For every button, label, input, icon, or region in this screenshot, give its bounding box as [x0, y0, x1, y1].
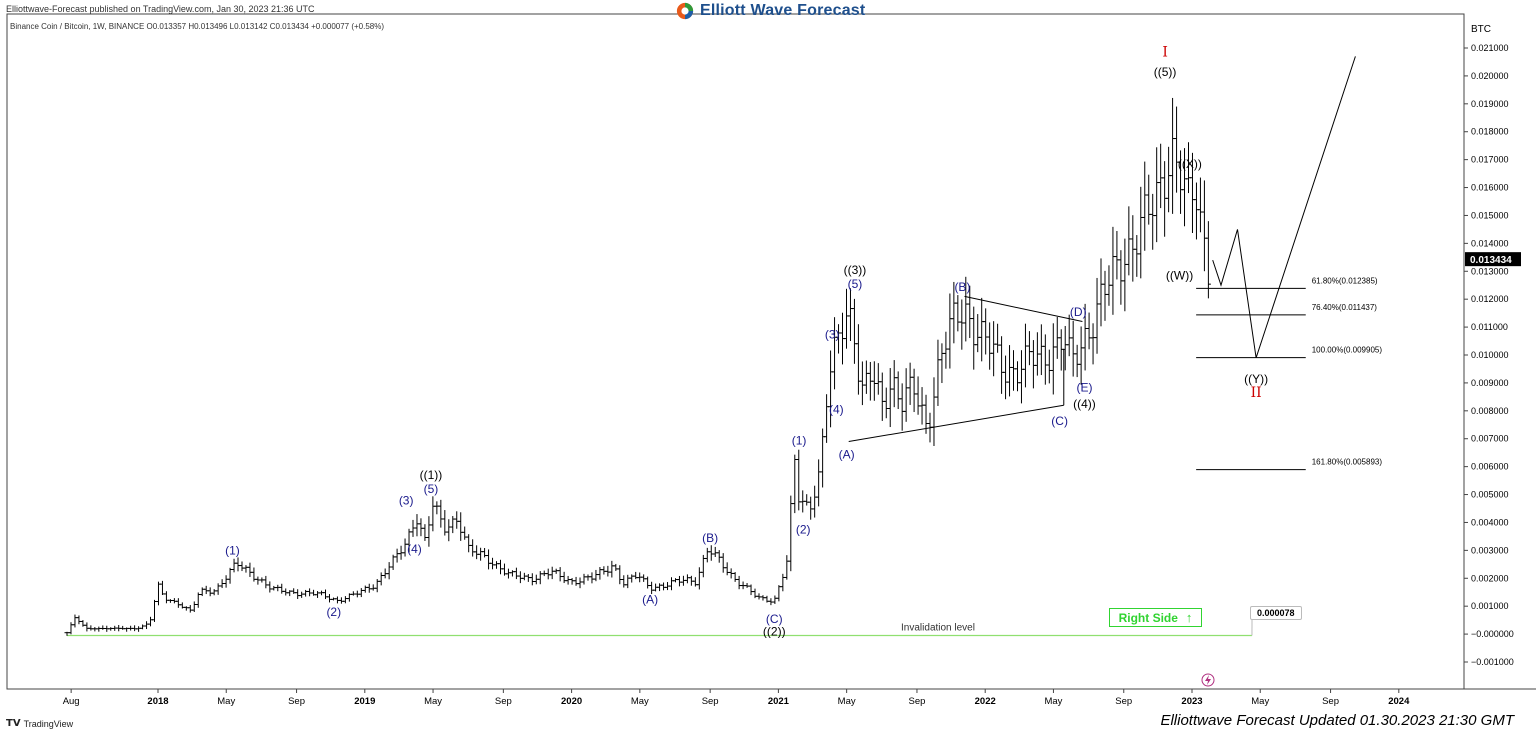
triangle-line — [964, 295, 1083, 322]
brand-name: Elliott Wave Forecast — [700, 2, 866, 19]
last-price-badge — [1465, 252, 1521, 267]
triangle-line — [848, 404, 1064, 443]
wave-label: (A) — [642, 592, 658, 606]
published-info: Elliottwave-Forecast published on Tradin… — [6, 4, 315, 14]
wave-label: (C) — [1051, 414, 1068, 428]
y-tick-label: 0.010000 — [1471, 350, 1509, 360]
wave-label: ((4)) — [1073, 397, 1096, 411]
wave-label: (3) — [825, 327, 840, 341]
x-tick-label: Sep — [909, 696, 926, 707]
tradingview-label: TradingView — [23, 718, 74, 729]
projection-path — [1212, 56, 1356, 358]
wave-label: (1) — [792, 433, 807, 447]
wave-label: ((X)) — [1178, 157, 1202, 171]
x-tick-label: May — [217, 696, 235, 707]
y-tick-label: 0.005000 — [1471, 490, 1509, 500]
x-tick-label: May — [1251, 696, 1269, 707]
wave-label: (4) — [407, 542, 422, 556]
x-tick-label: May — [1044, 696, 1062, 707]
y-tick-label: 0.014000 — [1471, 238, 1509, 248]
y-tick-label: 0.006000 — [1471, 462, 1509, 472]
x-tick-label: May — [838, 696, 856, 707]
wave-label: (A) — [839, 447, 855, 461]
y-tick-label: 0.003000 — [1471, 545, 1509, 555]
y-tick-label: −0.001000 — [1471, 657, 1514, 667]
y-axis-unit: BTC — [1471, 24, 1491, 35]
right-side-label: Right Side — [1118, 610, 1178, 625]
wave-label: (C) — [766, 612, 783, 626]
brand-logo-icon — [676, 2, 694, 20]
wave-label: (B) — [954, 280, 970, 294]
wave-label: (5) — [424, 482, 439, 496]
x-tick-label: 2020 — [561, 696, 582, 707]
wave-label: ((5)) — [1154, 65, 1177, 79]
fib-level-label: 100.00%(0.009905) — [1312, 346, 1383, 355]
x-tick-label: Sep — [288, 696, 305, 707]
footer-updated: Elliottwave Forecast Updated 01.30.2023 … — [1160, 712, 1514, 729]
wave-label: (B) — [702, 531, 718, 545]
x-tick-label: Sep — [495, 696, 512, 707]
right-side-badge: Right Side ↑ — [1109, 608, 1202, 627]
y-tick-label: 0.011000 — [1471, 322, 1508, 332]
wave-label: (1) — [225, 544, 240, 558]
wave-label: (2) — [326, 605, 341, 619]
y-tick-label: 0.012000 — [1471, 294, 1509, 304]
plot-frame — [6, 13, 1465, 690]
fib-level-label: 161.80%(0.005893) — [1312, 458, 1383, 467]
wave-label: (D) — [1070, 305, 1087, 319]
x-tick-label: May — [631, 696, 649, 707]
y-tick-label: 0.004000 — [1471, 517, 1509, 527]
wave-label: (5) — [848, 277, 863, 291]
y-tick-label: 0.009000 — [1471, 378, 1509, 388]
x-tick-label: 2021 — [768, 696, 790, 707]
x-tick-label: May — [424, 696, 442, 707]
last-price-label: 0.013434 — [1470, 255, 1512, 266]
wave-label: (4) — [829, 403, 844, 417]
invalidation-callout: 0.000078 — [1250, 606, 1302, 620]
y-tick-label: 0.018000 — [1471, 127, 1509, 137]
x-tick-label: 2024 — [1388, 696, 1410, 707]
y-tick-label: 0.020000 — [1471, 71, 1509, 81]
x-tick-label: Sep — [1322, 696, 1339, 707]
x-tick-label: Sep — [1115, 696, 1132, 707]
y-tick-label: 0.008000 — [1471, 406, 1509, 416]
wave-label: ((2)) — [763, 624, 786, 638]
degree-label: I — [1162, 44, 1168, 60]
wave-label: ((3)) — [844, 263, 867, 277]
y-tick-label: 0.016000 — [1471, 183, 1509, 193]
y-tick-label: 0.017000 — [1471, 155, 1509, 165]
wave-label: ((Y)) — [1244, 372, 1268, 386]
arrow-up-icon: ↑ — [1185, 610, 1193, 625]
tradingview-icon: 𝗧𝗩 — [6, 718, 21, 729]
wave-label: ((W)) — [1166, 269, 1193, 283]
y-tick-label: 0.013000 — [1471, 266, 1509, 276]
x-tick-label: Sep — [702, 696, 719, 707]
x-tick-label: 2023 — [1181, 696, 1202, 707]
wave-label: (2) — [796, 523, 811, 537]
fib-level-label: 61.80%(0.012385) — [1312, 276, 1378, 285]
y-tick-label: −0.000000 — [1471, 629, 1514, 639]
y-tick-label: 0.021000 — [1471, 43, 1509, 53]
y-tick-label: 0.007000 — [1471, 434, 1509, 444]
symbol-info: Binance Coin / Bitcoin, 1W, BINANCE O0.0… — [10, 22, 385, 31]
y-tick-label: 0.019000 — [1471, 99, 1509, 109]
invalidation-label: Invalidation level — [901, 622, 975, 633]
y-tick-label: 0.015000 — [1471, 210, 1509, 220]
tradingview-logo[interactable]: 𝗧𝗩 TradingView — [6, 718, 73, 729]
y-tick-label: 0.002000 — [1471, 573, 1509, 583]
degree-label: II — [1251, 385, 1262, 401]
wave-label: (3) — [399, 493, 414, 507]
bolt-icon[interactable] — [1201, 673, 1215, 687]
brand[interactable]: Elliott Wave Forecast — [676, 0, 865, 22]
x-tick-label: 2019 — [354, 696, 375, 707]
y-tick-label: 0.001000 — [1471, 601, 1509, 611]
x-tick-label: Aug — [63, 696, 80, 707]
x-tick-label: 2022 — [975, 696, 996, 707]
wave-label: ((1)) — [420, 468, 443, 482]
fib-level-label: 76.40%(0.011437) — [1312, 303, 1378, 312]
wave-label: (E) — [1076, 380, 1092, 394]
x-tick-label: 2018 — [147, 696, 168, 707]
